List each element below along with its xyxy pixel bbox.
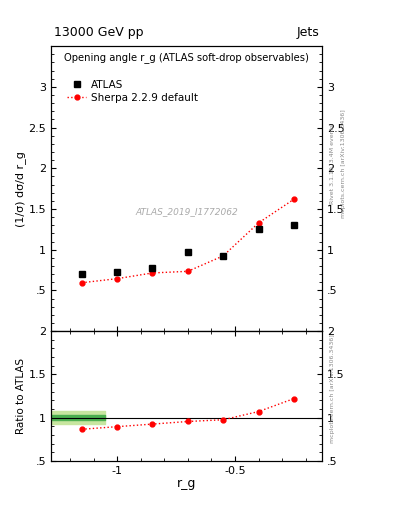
Legend: ATLAS, Sherpa 2.2.9 default: ATLAS, Sherpa 2.2.9 default [67, 80, 198, 103]
Text: mcplots.cern.ch [arXiv:1306.3436]: mcplots.cern.ch [arXiv:1306.3436] [330, 335, 334, 443]
Y-axis label: Ratio to ATLAS: Ratio to ATLAS [16, 358, 26, 434]
Text: Rivet 3.1.10, 3.4M events: Rivet 3.1.10, 3.4M events [330, 124, 334, 204]
Y-axis label: (1/σ) dσ/d r_g: (1/σ) dσ/d r_g [15, 151, 26, 227]
Text: Opening angle r_g (ATLAS soft-drop observables): Opening angle r_g (ATLAS soft-drop obser… [64, 52, 309, 62]
X-axis label: r_g: r_g [177, 477, 196, 490]
Text: ATLAS_2019_I1772062: ATLAS_2019_I1772062 [135, 207, 238, 216]
Text: 13000 GeV pp: 13000 GeV pp [54, 26, 143, 39]
Text: Jets: Jets [297, 26, 320, 39]
Text: mcplots.cern.ch [arXiv:1306.3436]: mcplots.cern.ch [arXiv:1306.3436] [342, 110, 346, 218]
